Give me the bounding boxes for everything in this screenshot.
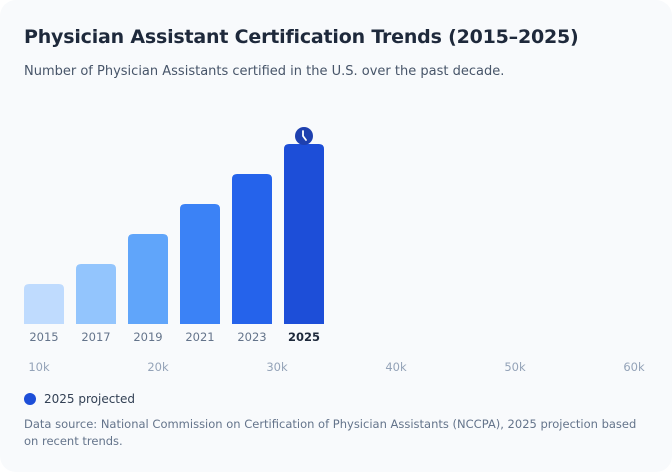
legend: 2025 projected [24, 392, 135, 406]
axis-tick-20k: 20k [147, 360, 169, 374]
category-label-2025: 2025 [288, 330, 320, 344]
axis-tick-40k: 40k [385, 360, 407, 374]
axis-tick-60k: 60k [623, 360, 645, 374]
chart-subtitle: Number of Physician Assistants certified… [24, 64, 505, 79]
axis-tick-10k: 10k [28, 360, 50, 374]
category-label-2023: 2023 [237, 330, 266, 344]
legend-label-projected: 2025 projected [44, 392, 136, 406]
axis-tick-30k: 30k [266, 360, 288, 374]
chart-title: Physician Assistant Certification Trends… [24, 26, 579, 48]
category-label-2021: 2021 [185, 330, 214, 344]
clock-icon [295, 127, 313, 145]
bar-2019 [128, 234, 168, 324]
bar-2023 [232, 174, 272, 324]
axis-tick-50k: 50k [504, 360, 526, 374]
bar-2025 [284, 144, 324, 324]
category-label-2015: 2015 [29, 330, 58, 344]
legend-swatch-projected [24, 393, 36, 405]
category-label-2019: 2019 [133, 330, 162, 344]
data-source-note: Data source: National Commission on Cert… [24, 417, 637, 448]
category-label-2017: 2017 [81, 330, 110, 344]
bar-2021 [180, 204, 220, 324]
bar-2015 [24, 284, 64, 324]
bar-2017 [76, 264, 116, 324]
bar-chart: 2015 2017 2019 2021 2023 2025 [24, 127, 324, 344]
value-axis-ticks: 10k 20k 30k 40k 50k 60k [0, 360, 672, 378]
